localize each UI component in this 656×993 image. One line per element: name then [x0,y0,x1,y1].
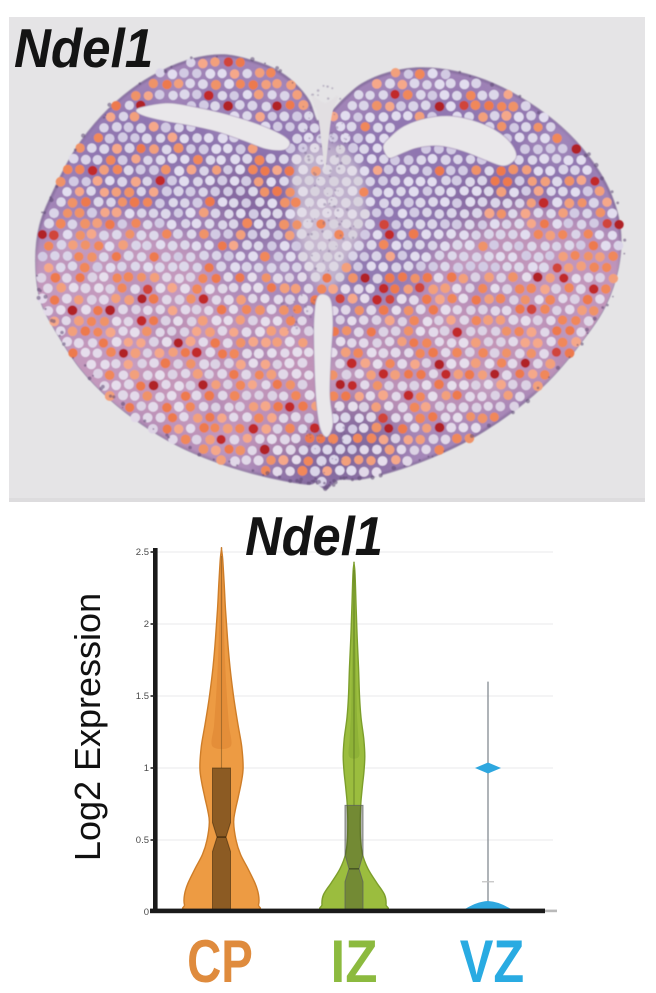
svg-text:CP: CP [187,929,253,993]
svg-text:0.5: 0.5 [136,835,149,846]
svg-text:2: 2 [144,619,149,630]
svg-text:IZ: IZ [331,928,378,993]
svg-text:1: 1 [144,763,149,774]
svg-text:Ndel1: Ndel1 [245,506,383,567]
svg-text:Ndel1: Ndel1 [14,18,153,79]
svg-text:VZ: VZ [460,928,524,993]
svg-text:Log2 Expression: Log2 Expression [67,593,108,861]
svg-text:2.5: 2.5 [136,547,149,558]
svg-text:0: 0 [144,907,149,918]
svg-text:1.5: 1.5 [136,691,149,702]
